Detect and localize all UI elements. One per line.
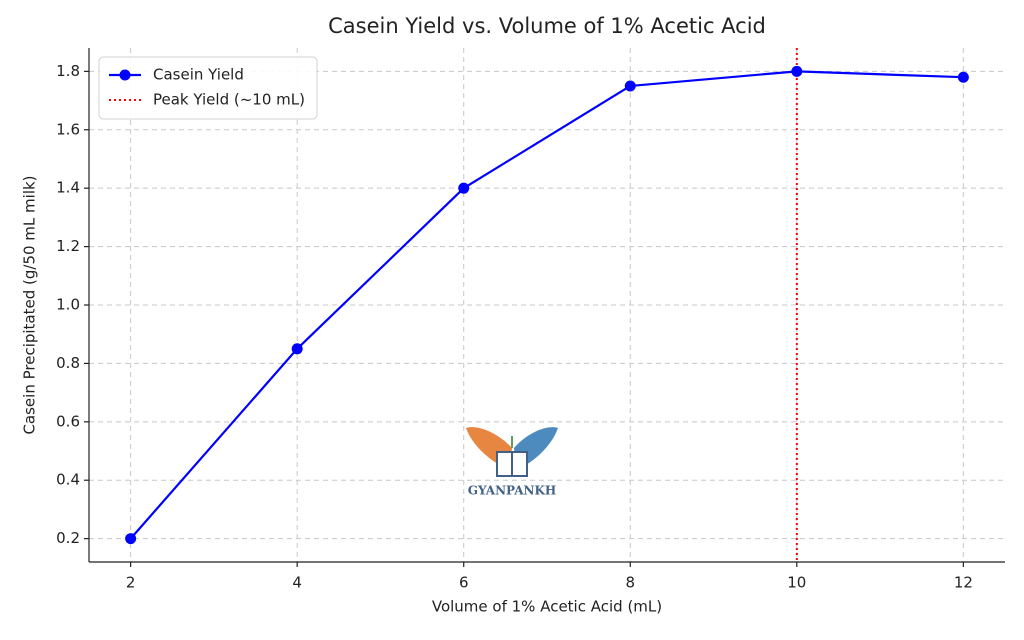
legend-box	[98, 56, 318, 120]
y-tick-label: 1.4	[56, 179, 80, 197]
data-point	[291, 343, 303, 355]
data-point	[458, 182, 470, 194]
data-point	[791, 65, 803, 77]
x-axis-label: Volume of 1% Acetic Acid (mL)	[432, 598, 662, 616]
watermark-logo: GYANPANKH	[466, 427, 558, 498]
x-tick-label: 10	[787, 574, 806, 592]
x-tick-label: 4	[292, 574, 302, 592]
legend-label: Casein Yield	[153, 66, 244, 84]
y-tick-label: 1.2	[56, 237, 80, 255]
y-tick-label: 0.8	[56, 354, 80, 372]
y-tick-label: 1.8	[56, 62, 80, 80]
data-point	[125, 533, 137, 545]
y-axis-label: Casein Precipitated (g/50 mL milk)	[21, 175, 39, 434]
watermark: GYANPANKH	[468, 484, 557, 498]
legend-swatch	[119, 69, 131, 81]
y-tick-label: 0.4	[56, 471, 80, 489]
legend-label: Peak Yield (~10 mL)	[153, 91, 305, 109]
series-line	[129, 70, 964, 540]
x-tick-label: 8	[625, 574, 635, 592]
y-tick-label: 1.0	[56, 296, 80, 314]
y-tick-label: 1.6	[56, 120, 80, 138]
x-tick-label: 6	[459, 574, 469, 592]
chart-title: Casein Yield vs. Volume of 1% Acetic Aci…	[328, 14, 766, 38]
data-point	[957, 71, 969, 83]
y-tick-label: 0.6	[56, 412, 80, 430]
y-tick-label: 0.2	[56, 529, 80, 547]
x-tick-label: 12	[954, 574, 973, 592]
data-point	[624, 80, 636, 92]
x-tick-label: 2	[126, 574, 136, 592]
